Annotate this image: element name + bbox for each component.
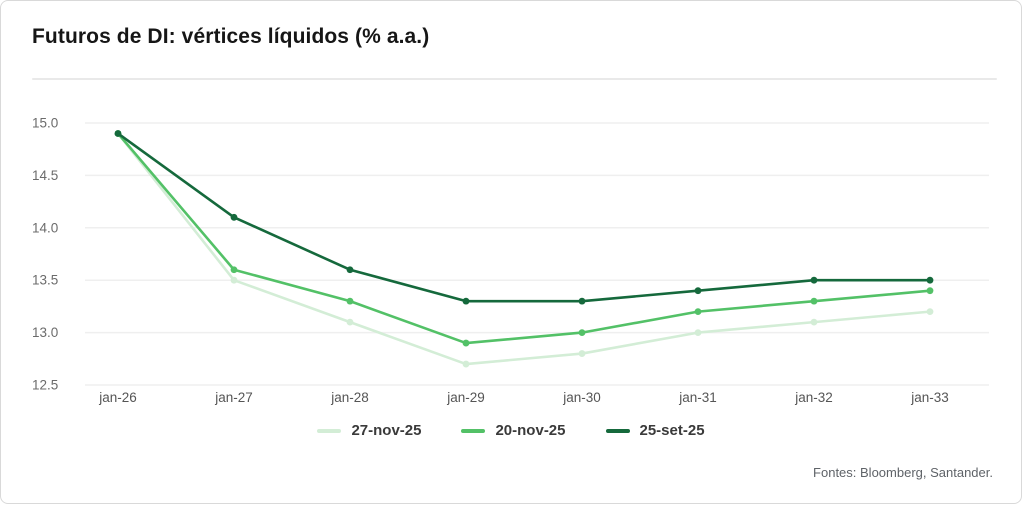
data-point-25-set-25 [810, 276, 818, 284]
data-point-20-nov-25 [694, 308, 702, 316]
data-point-20-nov-25 [230, 266, 238, 274]
data-point-25-set-25 [926, 276, 934, 284]
x-tick-label: jan-33 [910, 390, 949, 405]
x-tick-label: jan-31 [678, 390, 717, 405]
x-tick-label: jan-28 [330, 390, 369, 405]
legend-label: 27-nov-25 [351, 422, 422, 439]
chart-legend: 27-nov-25 20-nov-25 25-set-25 [1, 422, 1021, 439]
title-divider [32, 78, 997, 80]
data-point-25-set-25 [114, 130, 122, 137]
legend-swatch-light-green [317, 428, 342, 433]
y-tick-label: 14.5 [32, 168, 58, 183]
source-note: Fontes: Bloomberg, Santander. [813, 465, 993, 480]
data-point-25-set-25 [346, 266, 354, 274]
series-line-25-set-25 [116, 132, 932, 303]
y-tick-label: 12.5 [32, 378, 58, 393]
data-point-20-nov-25 [462, 339, 470, 347]
legend-label: 25-set-25 [639, 422, 705, 439]
data-point-27-nov-25 [346, 318, 354, 326]
y-tick-label: 13.5 [32, 273, 58, 288]
legend-swatch-medium-green [461, 428, 486, 433]
legend-item-20-nov-25: 20-nov-25 [461, 422, 566, 439]
legend-item-27-nov-25: 27-nov-25 [317, 422, 421, 439]
series-line-27-nov-25 [116, 132, 932, 366]
data-point-27-nov-25 [230, 276, 238, 284]
data-point-25-set-25 [230, 213, 238, 221]
data-point-25-set-25 [694, 287, 702, 295]
x-tick-label: jan-27 [214, 390, 253, 405]
chart-title: Futuros de DI: vértices líquidos (% a.a.… [32, 25, 430, 48]
data-point-25-set-25 [462, 297, 470, 305]
data-point-20-nov-25 [926, 287, 934, 295]
data-point-27-nov-25 [578, 350, 586, 357]
data-point-20-nov-25 [578, 329, 586, 336]
x-tick-label: jan-30 [562, 390, 601, 405]
x-tick-label: jan-32 [794, 390, 833, 405]
series-line-20-nov-25 [116, 132, 932, 345]
data-point-20-nov-25 [346, 297, 354, 305]
data-point-25-set-25 [578, 297, 586, 305]
x-tick-label: jan-29 [446, 390, 485, 405]
data-point-20-nov-25 [810, 297, 818, 305]
data-point-27-nov-25 [926, 308, 934, 316]
data-point-27-nov-25 [462, 360, 470, 368]
y-tick-label: 13.0 [32, 325, 58, 340]
legend-label: 20-nov-25 [495, 422, 566, 439]
data-point-27-nov-25 [694, 329, 702, 336]
legend-item-25-set-25: 25-set-25 [605, 422, 705, 439]
data-point-27-nov-25 [810, 318, 818, 326]
y-tick-label: 14.0 [32, 220, 58, 235]
x-tick-label: jan-26 [98, 390, 137, 405]
legend-swatch-dark-green [605, 428, 630, 433]
y-tick-label: 15.0 [32, 116, 58, 131]
